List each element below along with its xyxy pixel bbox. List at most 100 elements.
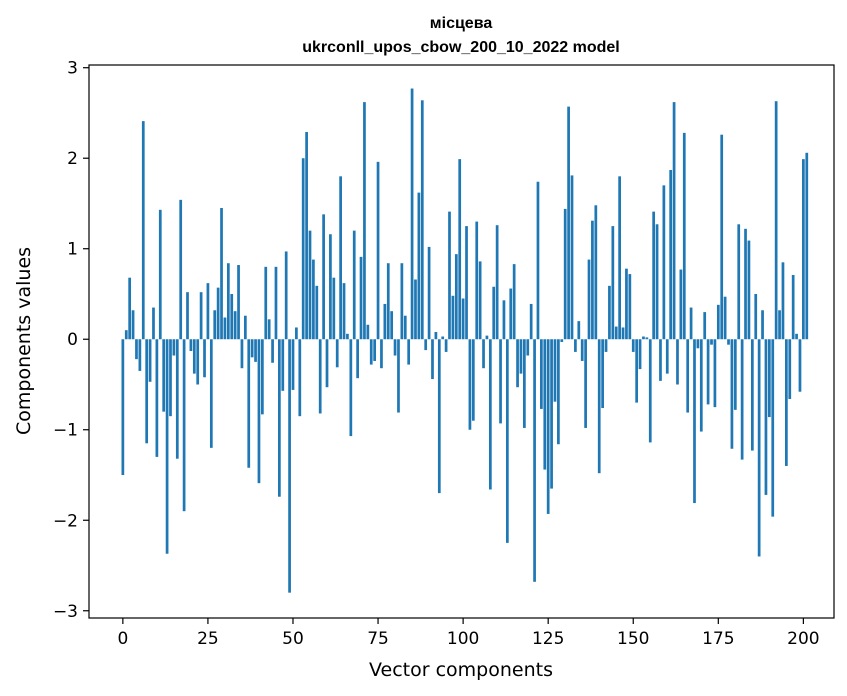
bar-172 bbox=[706, 339, 710, 405]
bar-168 bbox=[693, 339, 696, 504]
bar-141 bbox=[601, 339, 604, 409]
bar-114 bbox=[509, 288, 513, 340]
bar-84 bbox=[407, 339, 411, 365]
bar-55 bbox=[308, 230, 312, 340]
y-tick-label-4: 1 bbox=[67, 240, 78, 260]
bar-145 bbox=[614, 326, 618, 340]
bar-125 bbox=[546, 339, 550, 514]
bar-2 bbox=[128, 277, 132, 340]
bar-41 bbox=[261, 339, 264, 415]
bar-75 bbox=[376, 161, 380, 340]
bar-66 bbox=[346, 333, 349, 340]
bar-40 bbox=[257, 339, 261, 484]
bar-3 bbox=[131, 310, 135, 340]
bar-52 bbox=[298, 339, 302, 417]
bar-154 bbox=[645, 337, 649, 340]
bar-166 bbox=[686, 339, 690, 413]
bar-9 bbox=[152, 307, 155, 340]
bar-10 bbox=[155, 339, 159, 457]
bar-70 bbox=[359, 256, 363, 340]
bar-184 bbox=[747, 240, 751, 340]
bar-78 bbox=[386, 263, 390, 340]
bar-143 bbox=[608, 285, 611, 340]
bar-90 bbox=[427, 246, 431, 340]
x-tick-label-4: 100 bbox=[447, 629, 479, 649]
bar-29 bbox=[220, 208, 223, 340]
bar-196 bbox=[788, 339, 792, 399]
bar-155 bbox=[648, 339, 652, 443]
bar-136 bbox=[584, 339, 587, 428]
bar-167 bbox=[689, 307, 693, 340]
bar-27 bbox=[213, 310, 217, 340]
bar-7 bbox=[145, 339, 149, 444]
bar-12 bbox=[162, 339, 166, 412]
bar-15 bbox=[172, 339, 176, 356]
bar-69 bbox=[356, 339, 359, 379]
chart-title: місцева bbox=[430, 15, 493, 32]
bar-16 bbox=[175, 339, 179, 459]
bars-group bbox=[121, 88, 809, 593]
plot-frame bbox=[88, 64, 835, 619]
bar-95 bbox=[444, 339, 448, 352]
bar-157 bbox=[655, 224, 659, 340]
bar-21 bbox=[192, 339, 196, 374]
bar-48 bbox=[284, 251, 288, 340]
bar-134 bbox=[577, 321, 581, 340]
bar-4 bbox=[135, 339, 138, 360]
bar-33 bbox=[233, 311, 237, 340]
bar-199 bbox=[798, 339, 802, 392]
bar-88 bbox=[420, 100, 424, 340]
bar-28 bbox=[216, 287, 220, 340]
bar-38 bbox=[250, 339, 254, 358]
bar-163 bbox=[676, 339, 679, 385]
bar-80 bbox=[393, 339, 397, 356]
y-tick-label-1: −2 bbox=[53, 511, 78, 531]
bar-30 bbox=[223, 317, 227, 340]
y-tick-label-0: −3 bbox=[53, 602, 78, 622]
bar-86 bbox=[414, 279, 417, 340]
bar-47 bbox=[281, 339, 285, 391]
bar-186 bbox=[754, 293, 758, 340]
x-tick-label-7: 175 bbox=[702, 629, 734, 649]
bar-133 bbox=[574, 339, 577, 352]
bar-45 bbox=[274, 266, 278, 340]
bar-148 bbox=[625, 268, 628, 340]
bar-132 bbox=[570, 175, 574, 340]
bar-175 bbox=[716, 304, 720, 340]
bar-91 bbox=[431, 339, 434, 380]
bar-71 bbox=[363, 102, 366, 340]
bar-198 bbox=[795, 333, 798, 340]
bar-13 bbox=[165, 339, 169, 554]
bar-144 bbox=[611, 226, 615, 340]
bar-178 bbox=[727, 339, 730, 345]
x-tick-label-8: 200 bbox=[787, 629, 819, 649]
bar-101 bbox=[465, 226, 468, 340]
y-tick-label-6: 3 bbox=[67, 59, 78, 79]
bar-14 bbox=[169, 339, 172, 417]
bar-102 bbox=[468, 339, 472, 430]
bar-67 bbox=[349, 339, 353, 437]
bar-160 bbox=[665, 339, 669, 374]
bar-108 bbox=[488, 339, 492, 490]
y-tick-label-2: −1 bbox=[53, 421, 78, 441]
bar-0 bbox=[121, 339, 125, 475]
bar-109 bbox=[492, 286, 496, 340]
x-tick-label-1: 25 bbox=[197, 629, 219, 649]
bar-197 bbox=[791, 274, 795, 340]
y-axis-ticks: −3 −2 −1 0 1 2 3 bbox=[53, 59, 89, 622]
bar-93 bbox=[437, 339, 441, 494]
bar-50 bbox=[291, 339, 295, 390]
bar-17 bbox=[179, 199, 183, 340]
bar-121 bbox=[533, 339, 536, 582]
bar-123 bbox=[540, 339, 543, 409]
bar-37 bbox=[247, 339, 251, 468]
bar-138 bbox=[591, 220, 594, 340]
bar-116 bbox=[516, 339, 519, 388]
bar-201 bbox=[805, 152, 809, 340]
bar-1 bbox=[124, 330, 128, 340]
bar-49 bbox=[288, 339, 291, 593]
bar-104 bbox=[475, 221, 479, 340]
bar-192 bbox=[774, 101, 778, 340]
bar-61 bbox=[329, 234, 332, 340]
